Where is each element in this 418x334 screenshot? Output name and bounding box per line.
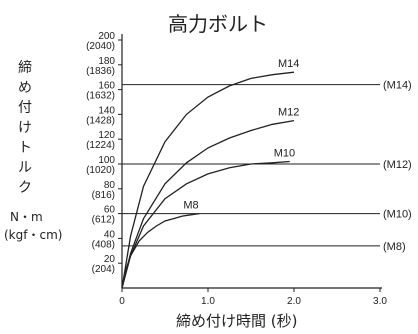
x-tick-label: 2.0	[287, 296, 301, 307]
y-tick-label: 160	[98, 81, 115, 92]
y-tick-label: 200	[98, 31, 115, 42]
series-label: M10	[274, 148, 295, 160]
y-tick-sublabel: (2040)	[86, 41, 115, 52]
y-tick-label: 120	[98, 130, 115, 141]
y-tick-sublabel: (1428)	[86, 115, 115, 126]
x-tick-label: 0	[119, 296, 125, 307]
reference-line-label: (M14)	[383, 80, 412, 92]
y-tick-sublabel: (1632)	[86, 91, 115, 102]
y-tick-label: 180	[98, 56, 115, 67]
y-tick-label: 60	[104, 205, 116, 216]
y-tick-sublabel: (1224)	[86, 140, 115, 151]
y-tick-sublabel: (1020)	[86, 165, 115, 176]
series-line	[121, 212, 200, 289]
reference-line-label: (M10)	[383, 209, 412, 221]
x-tick-label: 1.0	[201, 296, 215, 307]
y-tick-sublabel: (612)	[92, 215, 115, 226]
y-tick-sublabel: (408)	[92, 239, 115, 250]
series-label: M14	[278, 58, 299, 70]
x-tick-label: 3.0	[373, 296, 387, 307]
series-line	[121, 71, 295, 289]
series-label: M8	[183, 200, 198, 212]
y-tick-label: 100	[98, 155, 115, 166]
y-tick-sublabel: (204)	[92, 264, 115, 275]
y-tick-label: 80	[104, 180, 116, 191]
y-tick-sublabel: (1836)	[86, 66, 115, 77]
y-tick-label: 20	[104, 254, 116, 265]
y-axis-label: 締め付けトルク	[18, 60, 32, 196]
y-tick-sublabel: (816)	[92, 190, 115, 201]
y-axis-unit-kgf: (kgf・cm)	[4, 228, 63, 242]
y-axis-unit: N・m	[10, 210, 43, 224]
series-line	[121, 119, 295, 289]
y-tick-label: 40	[104, 229, 116, 240]
chart-title: 高力ボルト	[168, 12, 268, 36]
y-tick-label: 140	[98, 105, 115, 116]
x-axis-label: 締め付け時間 (秒)	[176, 312, 298, 330]
reference-line-label: (M8)	[383, 241, 406, 253]
series-label: M12	[278, 107, 299, 119]
series-line	[121, 160, 290, 289]
reference-line-label: (M12)	[383, 159, 412, 171]
